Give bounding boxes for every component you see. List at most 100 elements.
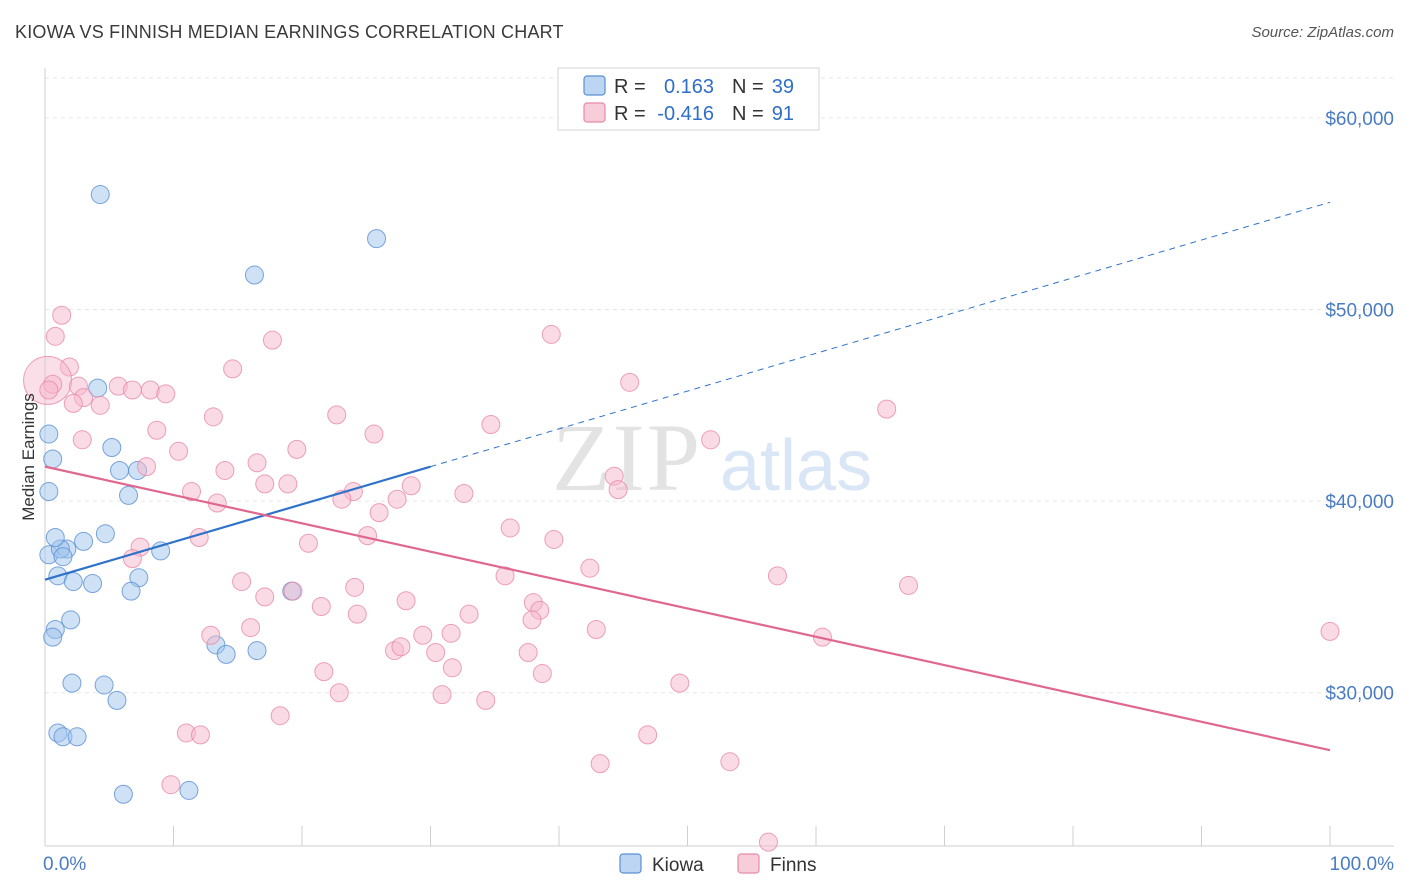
data-point-finns bbox=[1320, 621, 1340, 641]
data-point-finns bbox=[454, 483, 474, 503]
data-point-kiowa bbox=[367, 229, 387, 249]
data-point-finns bbox=[608, 480, 628, 500]
data-point-finns bbox=[52, 305, 72, 325]
data-point-finns bbox=[241, 618, 261, 638]
legend-r-value-finns: -0.416 bbox=[657, 103, 714, 125]
data-point-finns bbox=[544, 529, 564, 549]
data-point-finns bbox=[137, 457, 157, 477]
data-point-finns bbox=[413, 625, 433, 645]
data-point-kiowa bbox=[110, 460, 130, 480]
data-point-kiowa bbox=[61, 610, 81, 630]
legend-r-label-kiowa: R = bbox=[614, 76, 646, 98]
data-point-kiowa bbox=[63, 572, 83, 592]
y-tick-label: $60,000 bbox=[1325, 109, 1394, 130]
data-point-finns bbox=[147, 420, 167, 440]
watermark: ZIP atlas bbox=[552, 404, 872, 511]
data-point-finns bbox=[701, 430, 721, 450]
data-point-finns bbox=[39, 380, 59, 400]
data-point-kiowa bbox=[95, 524, 115, 544]
data-point-finns bbox=[181, 482, 201, 502]
data-point-kiowa bbox=[244, 265, 264, 285]
data-points bbox=[23, 185, 1340, 852]
data-point-finns bbox=[169, 441, 189, 461]
data-point-finns bbox=[262, 330, 282, 350]
data-point-kiowa bbox=[102, 437, 122, 457]
legend-n-label-finns: N = bbox=[732, 103, 764, 125]
legend-swatch-kiowa bbox=[583, 75, 606, 96]
data-point-finns bbox=[391, 637, 411, 657]
source-credit: Source: ZipAtlas.com bbox=[1251, 24, 1394, 41]
data-point-finns bbox=[670, 673, 690, 693]
data-point-finns bbox=[500, 518, 520, 538]
data-point-kiowa bbox=[107, 690, 127, 710]
x-tick-label: 100.0% bbox=[1330, 854, 1395, 875]
data-point-kiowa bbox=[74, 531, 94, 551]
data-point-finns bbox=[161, 775, 181, 795]
trend-line-kiowa-projection bbox=[430, 201, 1331, 468]
legend-n-label-kiowa: N = bbox=[732, 76, 764, 98]
data-point-finns bbox=[590, 754, 610, 774]
data-point-finns bbox=[45, 326, 65, 346]
data-point-finns bbox=[59, 357, 79, 377]
data-point-finns bbox=[190, 725, 210, 745]
data-point-finns bbox=[518, 642, 538, 662]
data-point-finns bbox=[311, 597, 331, 616]
data-point-finns bbox=[215, 460, 235, 480]
data-point-finns bbox=[426, 642, 446, 662]
data-point-finns bbox=[476, 690, 496, 710]
data-point-kiowa bbox=[83, 574, 103, 594]
data-point-finns bbox=[156, 384, 176, 404]
y-tick-label: $40,000 bbox=[1325, 492, 1394, 513]
data-point-finns bbox=[586, 619, 606, 639]
data-point-finns bbox=[495, 566, 515, 586]
data-point-kiowa bbox=[67, 727, 87, 747]
y-tick-label: $30,000 bbox=[1325, 684, 1394, 705]
data-point-finns bbox=[345, 577, 365, 597]
data-point-kiowa bbox=[113, 784, 133, 804]
data-point-kiowa bbox=[247, 641, 267, 661]
data-point-finns bbox=[63, 393, 83, 413]
data-point-finns bbox=[620, 372, 640, 392]
data-point-finns bbox=[396, 591, 416, 611]
data-point-kiowa bbox=[90, 185, 110, 205]
bottom-swatch-finns bbox=[737, 853, 760, 874]
data-point-finns bbox=[387, 489, 407, 509]
data-point-kiowa bbox=[45, 528, 65, 548]
data-point-finns bbox=[767, 566, 787, 586]
data-point-finns bbox=[255, 474, 275, 494]
data-point-finns bbox=[432, 685, 452, 705]
data-point-finns bbox=[232, 572, 252, 592]
trend-line-kiowa bbox=[44, 465, 431, 581]
data-point-finns bbox=[327, 405, 347, 425]
legend-r-value-kiowa: 0.163 bbox=[664, 76, 714, 98]
data-point-kiowa bbox=[62, 673, 82, 693]
trend-line-finns bbox=[44, 465, 1331, 752]
bottom-swatch-kiowa bbox=[619, 853, 642, 874]
chart-title: KIOWA VS FINNISH MEDIAN EARNINGS CORRELA… bbox=[15, 22, 564, 42]
watermark-zip: ZIP bbox=[552, 404, 702, 511]
data-point-finns bbox=[720, 752, 740, 772]
data-point-kiowa bbox=[216, 644, 236, 664]
data-point-finns bbox=[442, 658, 462, 678]
data-point-finns bbox=[481, 414, 501, 434]
data-point-finns bbox=[122, 380, 142, 400]
data-point-finns bbox=[364, 424, 384, 444]
data-point-finns bbox=[72, 430, 92, 450]
data-point-finns bbox=[329, 683, 349, 703]
legend-n-value-finns: 91 bbox=[772, 103, 794, 125]
data-point-kiowa bbox=[121, 581, 141, 601]
series-legend: Kiowa Finns bbox=[619, 853, 816, 876]
legend-swatch-finns bbox=[583, 102, 606, 123]
data-point-kiowa bbox=[94, 675, 114, 695]
y-axis-title: Median Earnings bbox=[19, 393, 38, 521]
x-tick-label: 0.0% bbox=[43, 854, 86, 875]
data-point-finns bbox=[189, 528, 209, 548]
data-point-finns bbox=[638, 725, 658, 745]
data-point-finns bbox=[90, 395, 110, 415]
data-point-kiowa bbox=[39, 482, 59, 502]
bottom-legend-finns: Finns bbox=[770, 855, 816, 876]
data-point-finns bbox=[369, 503, 389, 523]
data-point-finns bbox=[401, 476, 421, 496]
data-point-finns bbox=[247, 453, 267, 473]
data-point-kiowa bbox=[179, 780, 199, 800]
